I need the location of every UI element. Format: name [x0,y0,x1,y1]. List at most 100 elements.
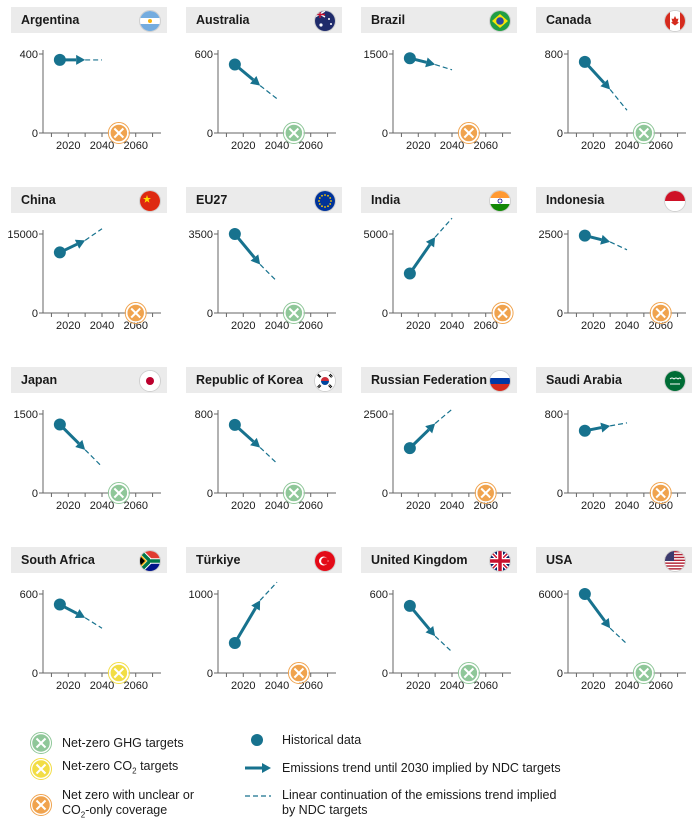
x-tick-label: 2020 [406,680,430,692]
panel-header: Argentina [11,7,167,33]
plot-area: 5000 0 2020 2040 2060 [364,217,514,332]
panel-header: Russian Federation [361,367,517,393]
y-tick-label-zero: 0 [207,488,213,500]
country-panel: Canada 800 0 2020 2040 2060 [528,0,692,170]
x-tick-label: 2040 [265,500,289,512]
x-tick-label: 2040 [615,500,639,512]
y-tick-label-top: 2500 [539,229,563,241]
trend-arrow-icon [245,763,271,773]
plot-area: 3500 0 2020 2040 2060 [189,228,336,332]
net-zero-target-marker [491,302,514,324]
y-tick-label-top: 1500 [14,409,38,421]
continuation-line [259,581,278,601]
y-tick-label-top: 600 [195,49,213,61]
x-tick-label: 2040 [615,140,639,152]
panel-header: EU27 [186,187,342,213]
country-name: Australia [196,13,250,27]
x-tick-label: 2060 [298,320,322,332]
x-tick-label: 2040 [615,320,639,332]
country-panel: Republic of Korea 800 0 2020 2040 2060 [178,360,346,530]
country-name: United Kingdom [371,553,468,567]
historical-data-point [403,267,416,280]
ndc-trend-arrowhead [600,422,611,433]
ndc-trend-arrowhead [425,237,436,248]
x-tick-label: 2020 [581,140,605,152]
south-africa-flag-icon [139,550,161,572]
ndc-trend-arrowhead [74,609,86,618]
y-tick-label-zero: 0 [382,128,388,140]
y-tick-label-top: 600 [20,589,38,601]
continuation-line [434,217,453,238]
country-name: Türkiye [196,553,241,567]
ndc-trend-arrowhead [76,54,86,65]
continuation-line [609,241,628,251]
legend-co2: Net-zero CO2 targets [30,758,178,780]
y-tick-label-top: 3500 [189,229,213,241]
country-name: USA [546,553,573,567]
x-tick-label: 2040 [265,320,289,332]
ndc-trend-arrowhead [425,423,436,434]
brazil-flag-icon [489,10,511,32]
y-tick-label-zero: 0 [32,308,38,320]
net-zero-target-marker [282,122,305,144]
eu-flag-icon [314,190,336,212]
indonesia-flag-icon [664,190,686,212]
country-panel: Türkiye 1000 0 2020 2040 2060 [178,540,346,710]
canada-flag-icon [664,10,686,32]
historical-data-point [228,636,241,649]
country-panel: USA 6000 0 2020 2040 2060 [528,540,692,710]
country-name: Indonesia [546,193,605,207]
y-tick-label-zero: 0 [557,308,563,320]
net-zero-target-marker [649,482,672,504]
ndc-trend-arrowhead [600,618,611,629]
y-tick-label-top: 400 [20,49,38,61]
y-tick-label-zero: 0 [557,128,563,140]
ndc-trend-arrowhead [74,239,86,249]
panel-header: Canada [536,7,692,33]
x-tick-label: 2040 [440,140,464,152]
panel-header: South Africa [11,547,167,573]
historical-data-point [53,418,66,431]
panel-header: Republic of Korea [186,367,342,393]
net-zero-target-marker [457,662,480,684]
panel-header: Japan [11,367,167,393]
x-tick-label: 2060 [298,500,322,512]
plot-area: 15000 0 2020 2040 2060 [7,228,161,332]
historical-data-point [228,58,241,71]
x-tick-label: 2060 [123,140,147,152]
historical-data-point [53,598,66,611]
country-panel: India 5000 0 2020 2040 2060 [353,180,521,350]
x-tick-label: 2040 [440,320,464,332]
plot-area: 400 0 2020 2040 2060 [20,49,161,152]
country-panel: South Africa 600 0 2020 2040 2060 [3,540,171,710]
plot-area: 600 0 2020 2040 2060 [20,589,161,692]
x-tick-label: 2020 [231,140,255,152]
y-tick-label-zero: 0 [382,308,388,320]
y-tick-label-zero: 0 [382,668,388,680]
turkiye-flag-icon [314,550,336,572]
ndc-trend-arrowhead [250,254,261,265]
y-tick-label-zero: 0 [32,668,38,680]
plot-area: 2500 0 2020 2040 2060 [539,229,686,332]
y-tick-label-top: 800 [195,409,213,421]
legend-ndc-trend: Emissions trend until 2030 implied by ND… [244,760,561,776]
continuation-line [434,635,453,653]
historical-data-point [228,228,241,240]
x-tick-label: 2020 [56,320,80,332]
y-tick-label-top: 6000 [539,589,563,601]
x-tick-label: 2060 [648,500,672,512]
ndc-trend-arrowhead [425,57,436,68]
historical-data-point [228,418,241,431]
y-tick-label-top: 600 [370,589,388,601]
australia-flag-icon [314,10,336,32]
legend-ghg: Net-zero GHG targets [30,732,184,754]
argentina-flag-icon [139,10,161,32]
historical-data-point [578,229,591,242]
y-tick-label-top: 2500 [364,409,388,421]
plot-area: 600 0 2020 2040 2060 [370,589,511,692]
panel-header: USA [536,547,692,573]
historical-data-point [53,53,66,66]
legend-historical-label: Historical data [282,732,362,747]
y-tick-label-zero: 0 [207,128,213,140]
legend-co2-label: Net-zero CO2 targets [62,759,179,776]
